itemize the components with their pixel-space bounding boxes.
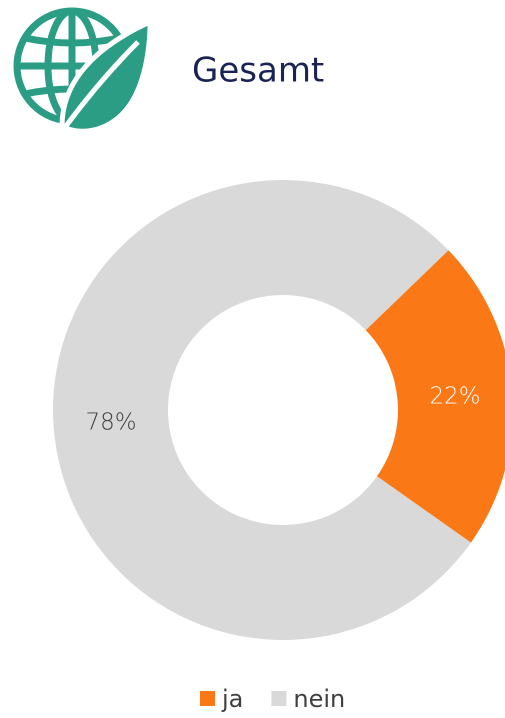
legend-label: ja [221, 685, 243, 713]
data-label: 22% [429, 383, 480, 409]
legend-swatch [200, 691, 215, 706]
logo-leaf-vein [63, 40, 140, 128]
data-label: 78% [85, 410, 136, 436]
donut-segment [365, 250, 505, 543]
donut-segment [52, 179, 471, 640]
legend-label: nein [293, 685, 345, 713]
chart-title: Gesamt [192, 51, 324, 91]
legend-swatch [271, 691, 287, 706]
